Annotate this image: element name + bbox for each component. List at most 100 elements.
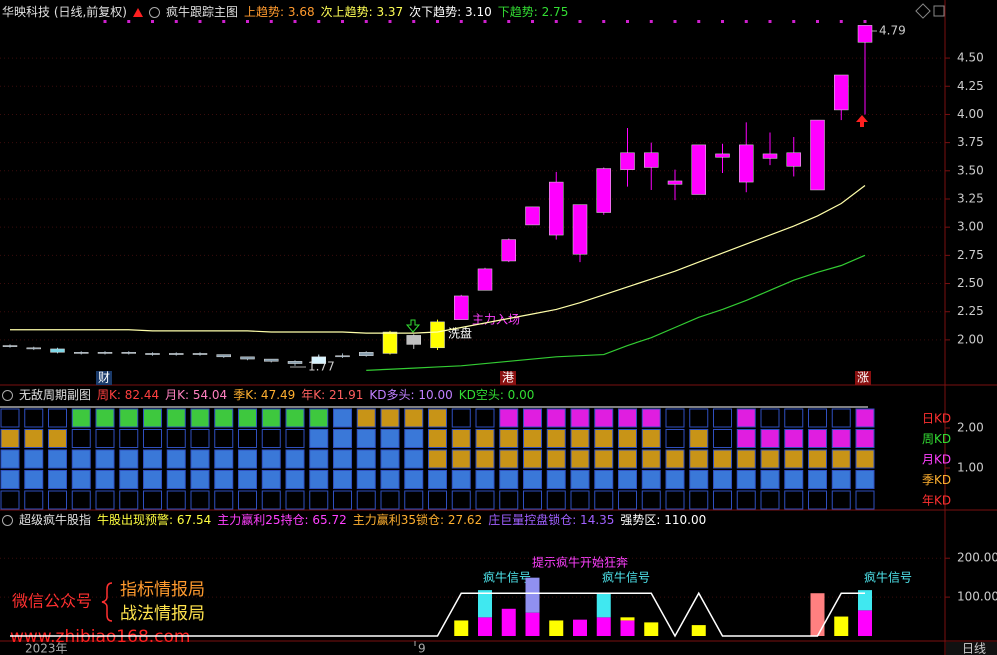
cell [428, 449, 447, 469]
signal-dot [744, 20, 748, 23]
row-label: 年KD [922, 494, 951, 508]
cell [166, 449, 186, 469]
cell [499, 429, 519, 448]
cell [641, 470, 661, 489]
legend-item: 牛股出现预警: 67.54 [97, 513, 212, 527]
candle-body [74, 352, 89, 354]
row-label: 月KD [922, 453, 951, 467]
cell [24, 449, 44, 469]
cell [618, 470, 637, 489]
candle-body [477, 268, 493, 291]
cell [618, 408, 637, 428]
marker: 涨 [857, 370, 869, 385]
title: 无敌周期副图 [19, 388, 92, 402]
signal-dot [103, 20, 107, 23]
candle-body [169, 353, 184, 355]
marker: 财 [98, 371, 110, 385]
y-tick-label: 2.00 [957, 332, 984, 346]
candle-body [786, 152, 801, 167]
candle-body [644, 152, 659, 168]
cell [641, 429, 661, 448]
period-box[interactable] [946, 642, 997, 655]
watermark: 微信公众号 [12, 592, 92, 611]
candle-body [596, 168, 611, 213]
y-tick-label: 2.25 [957, 304, 984, 318]
cell [523, 490, 542, 510]
cell [119, 429, 139, 448]
cell [238, 490, 257, 510]
circle-icon [2, 515, 13, 526]
cell [523, 449, 542, 469]
cell [71, 429, 91, 448]
cell [404, 470, 424, 489]
cell [119, 470, 139, 489]
signal-dot [554, 20, 558, 23]
cell [48, 490, 67, 510]
panel-header: 无敌周期副图 周K: 82.44 月K: 54.04 季K: 47.49 年K: 21.… [2, 386, 540, 404]
bar [525, 577, 540, 613]
signal-dot [578, 20, 582, 23]
candle-body [739, 144, 754, 183]
signal-label: 提示疯牛开始狂奔 [532, 555, 628, 570]
signal-dot [412, 20, 416, 23]
signal-dot [649, 20, 653, 23]
cell [475, 408, 495, 428]
circle-icon [149, 7, 160, 18]
cell [523, 429, 542, 448]
cell [499, 490, 519, 510]
up-icon [133, 8, 143, 17]
candle-body [406, 335, 421, 345]
y-tick-label: 100.00 [957, 590, 997, 604]
cell [451, 429, 471, 448]
cell [309, 449, 329, 469]
cell [713, 429, 732, 448]
bar [620, 620, 635, 636]
bar [620, 617, 635, 621]
signal-dot [198, 20, 202, 23]
marker: 港 [502, 371, 514, 385]
y-tick-label: 3.00 [957, 220, 984, 234]
cell [71, 490, 91, 510]
icon[interactable] [933, 5, 945, 17]
cell [333, 449, 352, 469]
cell [356, 408, 376, 428]
cell [238, 408, 257, 428]
circle-icon [2, 390, 13, 401]
cell [499, 449, 519, 469]
up-arrow [856, 115, 868, 127]
cell [594, 470, 614, 489]
cell [665, 470, 685, 489]
bar [573, 619, 587, 636]
candle-body [525, 206, 540, 226]
cell [475, 449, 495, 469]
cell [333, 490, 352, 510]
legend-item: 季K: 47.49 [233, 388, 296, 402]
y-tick-label: 2.75 [957, 248, 984, 262]
signal-dot [483, 20, 487, 23]
legend-item: 月K: 54.04 [165, 388, 228, 402]
cell [665, 408, 685, 428]
cell [404, 429, 424, 448]
signal-dot [269, 20, 273, 23]
cell [119, 449, 139, 469]
y-tick-label: 2.50 [957, 276, 984, 290]
row-label: 日KD [922, 412, 951, 426]
cell [428, 470, 447, 489]
candle-body [572, 204, 588, 255]
icon[interactable] [915, 3, 931, 19]
cell [356, 429, 376, 448]
cell [570, 470, 590, 489]
legend-item: 年K: 21.91 [301, 388, 364, 402]
cell [143, 490, 162, 510]
cell [855, 449, 875, 469]
cell [784, 449, 804, 469]
cell [214, 408, 234, 428]
cell [499, 408, 519, 428]
bar [454, 620, 469, 636]
candle-body [691, 144, 706, 195]
annotation: 4.79 [879, 24, 906, 38]
period[interactable]: 日线 [962, 642, 986, 655]
cell [166, 470, 186, 489]
cell [24, 429, 44, 448]
